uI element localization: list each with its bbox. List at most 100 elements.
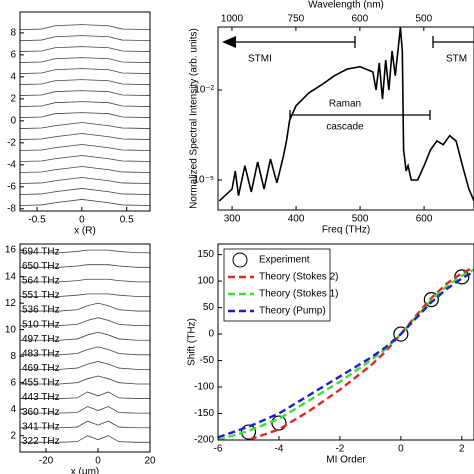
y-tick-label: -150 [194,408,214,419]
curve-label: 694 THz [22,246,60,257]
series-line [20,331,150,341]
series-line [20,435,150,443]
annotation: cascade [326,122,364,133]
data-point [271,415,287,431]
y-tick-label: 100 [197,276,214,287]
x-tick-label: 600 [416,214,433,225]
y-tick-label: -100 [194,382,214,393]
series-line [20,391,150,399]
x-axis-label: MI Order [326,455,366,466]
curve-label: 469 THz [22,363,60,374]
annotation: STM [446,54,467,65]
y-tick-label: 150 [197,249,214,260]
legend-box [223,248,331,322]
x-tick-label: 500 [352,214,369,225]
y-tick-label: 8 [10,28,16,39]
y-tick-label: 10 [5,324,17,335]
series-line [20,35,150,41]
x-tick-label: -6 [214,444,223,455]
plot-frame [19,11,151,212]
curve-label: 341 THz [22,421,60,432]
curve-label: 322 THz [22,436,60,447]
y-tick-label: 12 [5,298,17,309]
series-line [20,112,150,118]
curve-label: 551 THz [22,290,60,301]
x-tick-label: -20 [39,456,54,467]
y-tick-label: 16 [5,245,17,256]
legend-label: Theory (Stokes 1) [259,289,338,300]
y-tick-label: -6 [7,181,16,192]
plot-frame [217,243,474,441]
y-tick-label: 2 [10,430,16,441]
series-line [20,278,150,283]
series-line [20,177,150,184]
y-tick-label: -200 [194,435,214,446]
plot-area [20,24,150,206]
series-line [218,268,474,440]
x-tick-label: -4 [274,444,283,455]
series-line [20,46,150,52]
curve-label: 443 THz [22,392,60,403]
series-line [20,24,150,30]
annotation: STMI [248,54,272,65]
series-line [20,101,150,107]
plot-frame [19,243,151,453]
x-tick-label: 300 [224,214,241,225]
annotation: Raman [329,99,361,110]
series-line [20,375,150,385]
y-tick-label: 4 [10,72,16,83]
x2-axis-label: Wavelength (nm) [308,0,384,11]
y-tick-label: -4 [7,159,16,170]
y-axis-label: Shift (THz) [187,318,198,366]
series-line [218,270,474,439]
legend-marker [232,252,248,268]
x2-tick-label: 1000 [221,14,244,25]
series-line [20,406,150,414]
y-tick-label: -50 [200,355,215,366]
series-line [218,27,474,202]
x-tick-label: -2 [335,444,344,455]
data-point [393,326,409,342]
series-line [20,361,150,370]
series-line [20,166,150,173]
y-tick-label: 8 [10,351,16,362]
series-line [20,302,150,312]
series-line [20,420,150,429]
y-tick-label: 6 [10,377,16,388]
legend-label: Theory (Stokes 2) [259,272,338,283]
y-tick-label: 4 [10,404,16,415]
x-tick-label: 20 [144,456,156,467]
y-tick-label: 10⁻² [194,85,214,96]
x-tick-label: 0 [95,456,101,467]
series-line [20,155,150,162]
series-line [20,122,150,129]
x-tick-label: 0 [79,215,85,226]
y-tick-label: -8 [7,203,16,214]
plot-frame [217,26,474,211]
curve-label: 497 THz [22,334,60,345]
curve-label: 360 THz [22,407,60,418]
series-line [243,266,474,440]
legend-label: Theory (Pump) [259,306,326,317]
series-line [20,346,150,356]
y-tick-label: 0 [208,329,214,340]
x-tick-label: 0 [398,444,404,455]
y-tick-label: 0 [10,115,16,126]
series-line [20,188,150,195]
x-tick-label: 0.5 [120,215,134,226]
series-line [20,144,150,151]
series-line [20,79,150,85]
series-line [20,133,150,140]
x-tick-label: 2 [459,444,465,455]
curve-label: 536 THz [22,305,60,316]
curve-label: 564 THz [22,276,60,287]
x-axis-label: x (R) [74,226,96,237]
plot-area [218,27,474,202]
x-tick-label: 400 [288,214,305,225]
y-axis-label: Normalized Spectral Intensity (arb. unit… [189,28,200,209]
series-line [20,57,150,63]
y-tick-label: -2 [7,137,16,148]
curve-label: 510 THz [22,319,60,330]
legend-label: Experiment [259,255,310,266]
